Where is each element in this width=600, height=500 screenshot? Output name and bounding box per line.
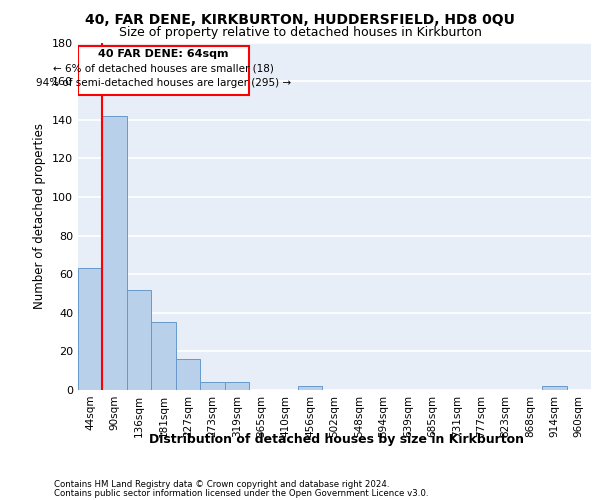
Text: Contains HM Land Registry data © Crown copyright and database right 2024.: Contains HM Land Registry data © Crown c… xyxy=(54,480,389,489)
Text: ← 6% of detached houses are smaller (18): ← 6% of detached houses are smaller (18) xyxy=(53,64,274,74)
Bar xyxy=(224,382,249,390)
Text: 40 FAR DENE: 64sqm: 40 FAR DENE: 64sqm xyxy=(98,50,229,59)
Bar xyxy=(176,359,200,390)
Y-axis label: Number of detached properties: Number of detached properties xyxy=(34,123,46,309)
Text: 40, FAR DENE, KIRKBURTON, HUDDERSFIELD, HD8 0QU: 40, FAR DENE, KIRKBURTON, HUDDERSFIELD, … xyxy=(85,12,515,26)
Text: Size of property relative to detached houses in Kirkburton: Size of property relative to detached ho… xyxy=(119,26,481,39)
Bar xyxy=(298,386,322,390)
Text: 94% of semi-detached houses are larger (295) →: 94% of semi-detached houses are larger (… xyxy=(36,78,291,88)
Bar xyxy=(151,322,176,390)
Bar xyxy=(542,386,566,390)
Bar xyxy=(78,268,103,390)
Bar xyxy=(78,46,249,94)
Text: Distribution of detached houses by size in Kirkburton: Distribution of detached houses by size … xyxy=(149,432,523,446)
Text: Contains public sector information licensed under the Open Government Licence v3: Contains public sector information licen… xyxy=(54,488,428,498)
Bar xyxy=(103,116,127,390)
Bar xyxy=(127,290,151,390)
Bar xyxy=(200,382,224,390)
